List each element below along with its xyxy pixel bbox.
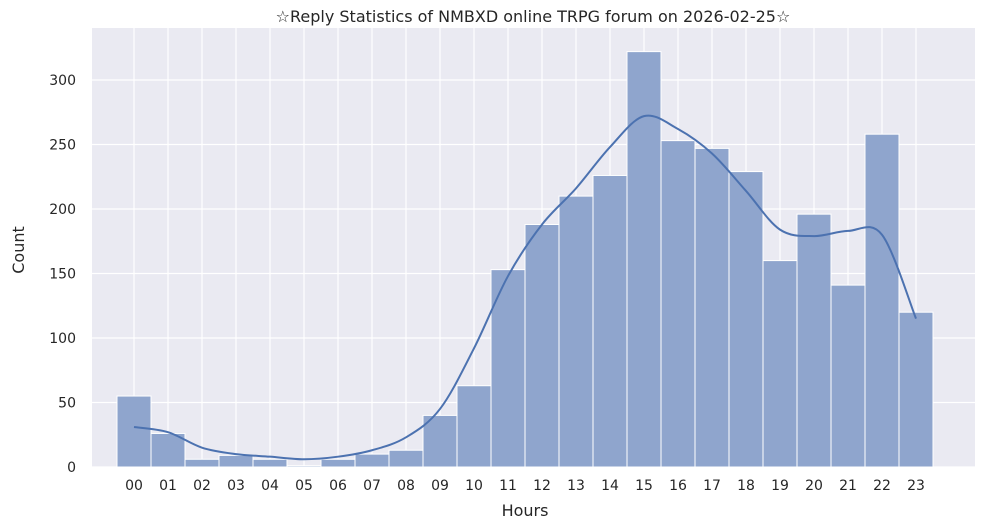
x-tick-label: 13	[567, 478, 585, 494]
x-tick-label: 04	[261, 478, 279, 494]
x-tick-label: 06	[329, 478, 347, 494]
x-tick-label: 02	[193, 478, 211, 494]
bar-03	[218, 454, 254, 468]
x-tick-label: 11	[499, 478, 517, 494]
x-tick-label: 21	[839, 478, 857, 494]
y-tick-label: 50	[58, 396, 76, 412]
x-tick-label: 14	[601, 478, 619, 494]
x-tick-label: 16	[669, 478, 687, 494]
x-tick-label: 22	[873, 478, 891, 494]
x-tick-label: 05	[295, 478, 313, 494]
bar-04	[252, 458, 288, 468]
y-ticks: 0 50 100 150 200 250 300	[49, 73, 76, 476]
bar-05	[286, 465, 322, 468]
bar-23	[898, 311, 934, 468]
x-tick-label: 01	[159, 478, 177, 494]
kde-line	[133, 114, 917, 461]
x-tick-label: 00	[125, 478, 143, 494]
x-tick-label: 10	[465, 478, 483, 494]
bar-10	[456, 385, 492, 468]
bar-15	[626, 51, 662, 468]
y-tick-label: 150	[49, 267, 76, 283]
x-tick-label: 12	[533, 478, 551, 494]
bar-07	[354, 453, 390, 468]
bar-14	[592, 174, 628, 468]
x-tick-label: 03	[227, 478, 245, 494]
bar-18	[728, 171, 764, 468]
y-tick-label: 300	[49, 73, 76, 89]
y-tick-label: 100	[49, 331, 76, 347]
x-tick-label: 09	[431, 478, 449, 494]
bar-21	[830, 284, 866, 468]
x-axis-label: Hours	[502, 501, 549, 520]
bar-11	[490, 269, 526, 468]
bar-01	[150, 432, 186, 468]
x-tick-label: 17	[703, 478, 721, 494]
chart-title: ☆Reply Statistics of NMBXD online TRPG f…	[276, 7, 791, 26]
bar-16	[660, 140, 696, 468]
bar-17	[694, 147, 730, 468]
y-tick-label: 0	[67, 460, 76, 476]
bar-00	[116, 395, 152, 468]
bar-13	[558, 195, 594, 468]
x-tick-label: 19	[771, 478, 789, 494]
bar-02	[184, 458, 220, 468]
bar-08	[388, 449, 424, 468]
bar-20	[796, 213, 832, 468]
x-ticks: 00 01 02 03 04 05 06 07 08 09 10 11 12 13 14 15 16 17 18 19…	[125, 478, 925, 494]
bar-12	[524, 223, 560, 468]
bar-09	[422, 414, 458, 468]
bar-06	[320, 458, 356, 468]
x-tick-label: 20	[805, 478, 823, 494]
x-tick-label: 15	[635, 478, 653, 494]
y-axis-label: Count	[9, 226, 28, 274]
y-tick-label: 250	[49, 138, 76, 154]
y-tick-label: 200	[49, 202, 76, 218]
x-tick-label: 18	[737, 478, 755, 494]
bar-22	[864, 133, 900, 468]
x-tick-label: 08	[397, 478, 415, 494]
x-tick-label: 07	[363, 478, 381, 494]
x-tick-label: 23	[907, 478, 925, 494]
bar-19	[762, 260, 798, 468]
bars	[116, 51, 934, 468]
